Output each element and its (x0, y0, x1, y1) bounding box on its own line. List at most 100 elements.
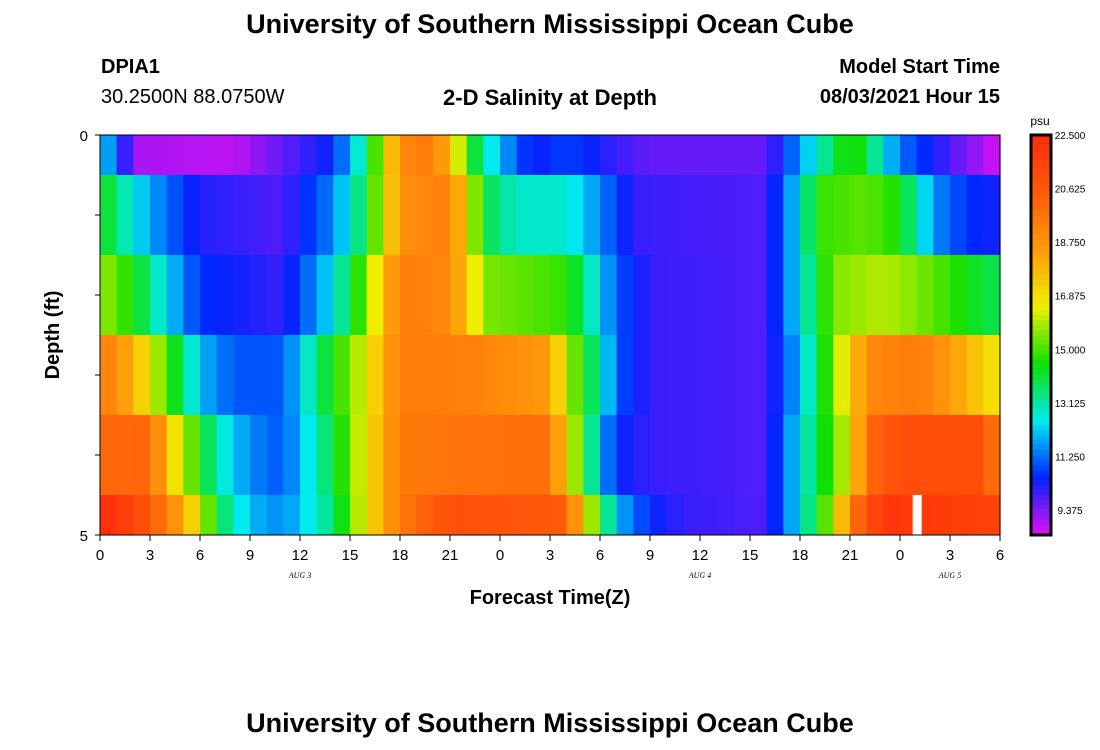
colorbar-swatch (1031, 355, 1051, 361)
heatmap-cell (616, 335, 634, 415)
heatmap-cell (500, 255, 518, 335)
heatmap-cell (833, 175, 851, 255)
colorbar-swatch (1031, 200, 1051, 206)
heatmap-cell (566, 495, 584, 535)
heatmap-cell (766, 495, 784, 535)
heatmap-cell (416, 175, 434, 255)
heatmap-cell (733, 175, 751, 255)
heatmap-cell (633, 335, 651, 415)
heatmap-cell (866, 495, 884, 535)
heatmap-cell (566, 255, 584, 335)
heatmap-cell (883, 415, 901, 495)
heatmap-cell (783, 495, 801, 535)
colorbar-swatch (1031, 215, 1051, 221)
heatmap-cell (666, 175, 684, 255)
x-tick-label: 6 (996, 547, 1004, 564)
heatmap-cell (850, 175, 868, 255)
station-id: DPIA1 (101, 56, 160, 78)
heatmap-cell (500, 415, 518, 495)
heatmap-cell (350, 335, 368, 415)
colorbar-swatch (1031, 155, 1051, 161)
heatmap-cell (383, 415, 401, 495)
heatmap-cell (666, 415, 684, 495)
plot-title: 2-D Salinity at Depth (443, 85, 657, 110)
heatmap-cell (616, 415, 634, 495)
heatmap-cell (983, 135, 1001, 175)
heatmap-cell (383, 255, 401, 335)
heatmap-cell (700, 135, 718, 175)
heatmap-cell (750, 415, 768, 495)
heatmap-cell (933, 335, 951, 415)
heatmap-cell (800, 495, 818, 535)
heatmap-cell (400, 495, 418, 535)
heatmap-cell (900, 335, 918, 415)
colorbar-label: 13.125 (1055, 399, 1086, 410)
heatmap-cell (333, 415, 351, 495)
heatmap-cell (266, 175, 284, 255)
heatmap-cell (366, 495, 384, 535)
heatmap-cell (850, 335, 868, 415)
colorbar-swatch (1031, 365, 1051, 371)
heatmap-cell (983, 335, 1001, 415)
heatmap-cell (933, 255, 951, 335)
colorbar-swatch (1031, 405, 1051, 411)
heatmap-cell (266, 495, 284, 535)
heatmap-cell (166, 135, 184, 175)
heatmap-cell (750, 135, 768, 175)
colorbar-swatch (1031, 300, 1051, 306)
heatmap-cell (750, 335, 768, 415)
heatmap-cell (950, 495, 968, 535)
heatmap-cell (866, 135, 884, 175)
heatmap-cell (250, 255, 268, 335)
x-tick-label: 3 (546, 547, 554, 564)
heatmap-cell (683, 175, 701, 255)
colorbar-swatch (1031, 240, 1051, 246)
heatmap-cell (183, 335, 201, 415)
colorbar-swatch (1031, 530, 1051, 536)
heatmap-cell (700, 175, 718, 255)
heatmap-cell (516, 255, 534, 335)
heatmap-cell (833, 255, 851, 335)
heatmap-cell (116, 175, 134, 255)
heatmap-cell (950, 175, 968, 255)
colorbar-swatch (1031, 505, 1051, 511)
heatmap-cell (350, 135, 368, 175)
heatmap-cell (150, 135, 168, 175)
heatmap-cell (650, 135, 668, 175)
model-start-value: 08/03/2021 Hour 15 (819, 86, 1000, 108)
heatmap-cell (383, 335, 401, 415)
heatmap-cell (700, 335, 718, 415)
missing-data-gap (912, 495, 922, 535)
heatmap-cell (716, 335, 734, 415)
heatmap-cell (233, 175, 251, 255)
heatmap-cell (916, 335, 934, 415)
heatmap-cell (866, 415, 884, 495)
colorbar-swatch (1031, 345, 1051, 351)
heatmap-cell (616, 255, 634, 335)
y-axis-label: Depth (ft) (42, 291, 64, 380)
x-tick-label: 12 (692, 547, 709, 564)
x-tick-label: 21 (442, 547, 459, 564)
x-tick-label: 18 (392, 547, 409, 564)
heatmap-cell (883, 255, 901, 335)
colorbar-swatch (1031, 440, 1051, 446)
heatmap-cell (600, 135, 618, 175)
colorbar-swatch (1031, 175, 1051, 181)
heatmap-cell (200, 335, 218, 415)
colorbar-swatch (1031, 150, 1051, 156)
heatmap-cell (183, 135, 201, 175)
colorbar-label: 16.875 (1055, 292, 1086, 303)
colorbar-swatch (1031, 360, 1051, 366)
colorbar-swatch (1031, 370, 1051, 376)
heatmap-cell (783, 255, 801, 335)
heatmap-cell (416, 335, 434, 415)
heatmap-cell (850, 495, 868, 535)
colorbar-swatch (1031, 390, 1051, 396)
heatmap-cell (800, 255, 818, 335)
heatmap-cell (416, 495, 434, 535)
heatmap-cell (833, 495, 851, 535)
heatmap-cell (366, 175, 384, 255)
colorbar-label: 22.500 (1055, 131, 1086, 142)
colorbar-swatch (1031, 190, 1051, 196)
colorbar-swatch (1031, 415, 1051, 421)
